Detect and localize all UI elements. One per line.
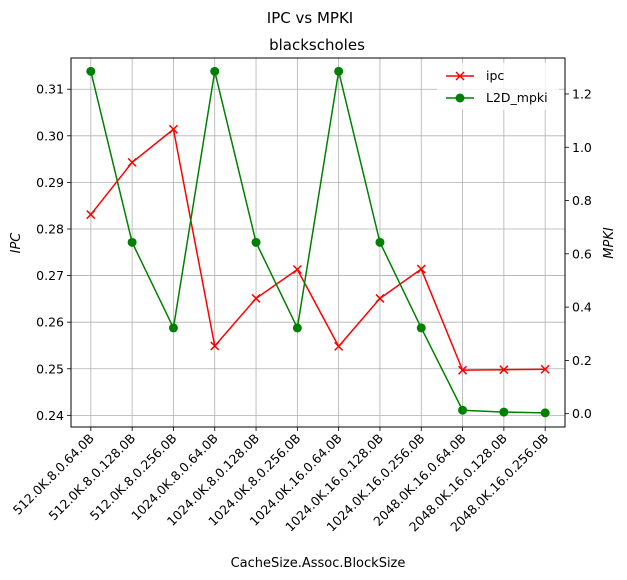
data-point-mpki (458, 405, 468, 415)
data-point-mpki (251, 237, 261, 247)
data-point-mpki (210, 66, 220, 76)
chart-suptitle: IPC vs MPKI (267, 9, 353, 27)
legend-label-mpki: L2D_mpki (486, 90, 548, 105)
y2-tick-label: 0.8 (572, 193, 592, 208)
legend-frame (437, 63, 559, 110)
series-line-mpki (90, 71, 546, 414)
data-point-ipc (416, 264, 426, 274)
data-point-ipc (292, 264, 302, 275)
y-tick-label: 0.30 (36, 128, 64, 143)
data-point-ipc (375, 293, 385, 303)
data-point-ipc (334, 341, 344, 351)
legend: ipc L2D_mpki (437, 63, 559, 110)
legend-marker-mpki (455, 93, 465, 103)
y-tick-label: 0.31 (36, 82, 64, 97)
data-point-mpki (127, 237, 137, 247)
chart-title: blackscholes (269, 36, 365, 54)
y-tick-label: 0.24 (36, 408, 64, 423)
y2-tick-label: 0.2 (572, 353, 592, 368)
legend-label-ipc: ipc (486, 68, 504, 83)
x-axis-label: CacheSize.Assoc.BlockSize (231, 556, 406, 571)
y2-tick-label: 0.4 (572, 300, 592, 315)
data-point-ipc (458, 365, 468, 375)
series-line-ipc (90, 127, 546, 371)
data-point-ipc (127, 157, 137, 167)
y2-tick-label: 1.2 (572, 86, 592, 101)
grid (71, 58, 565, 427)
data-point-ipc (251, 293, 261, 303)
data-point-mpki (334, 66, 344, 76)
data-point-ipc (210, 341, 220, 351)
y-tick-label: 0.25 (36, 361, 64, 376)
series-layer (86, 66, 550, 418)
y-tick-label: 0.26 (36, 315, 64, 330)
y-tick-label: 0.28 (36, 221, 64, 236)
y2-axis-label: MPKI (602, 227, 617, 259)
data-point-mpki (292, 323, 302, 333)
y2-tick-label: 0.6 (572, 246, 592, 261)
data-point-ipc (86, 210, 96, 220)
y-tick-label: 0.29 (36, 175, 64, 190)
y2-tick-label: 0.0 (572, 406, 592, 421)
data-point-mpki (86, 66, 96, 76)
data-point-mpki (416, 323, 426, 333)
legend-marker-ipc (455, 71, 465, 81)
y-tick-label: 0.27 (36, 268, 64, 283)
data-point-mpki (540, 408, 550, 418)
data-point-mpki (375, 237, 385, 247)
data-point-mpki (499, 407, 509, 417)
data-point-ipc (499, 365, 509, 375)
data-point-mpki (168, 323, 178, 333)
y2-tick-label: 1.0 (572, 140, 592, 155)
data-point-ipc (168, 124, 178, 134)
y-axis-label: IPC (9, 232, 24, 254)
data-point-ipc (540, 364, 550, 374)
plot-frame (70, 57, 566, 428)
